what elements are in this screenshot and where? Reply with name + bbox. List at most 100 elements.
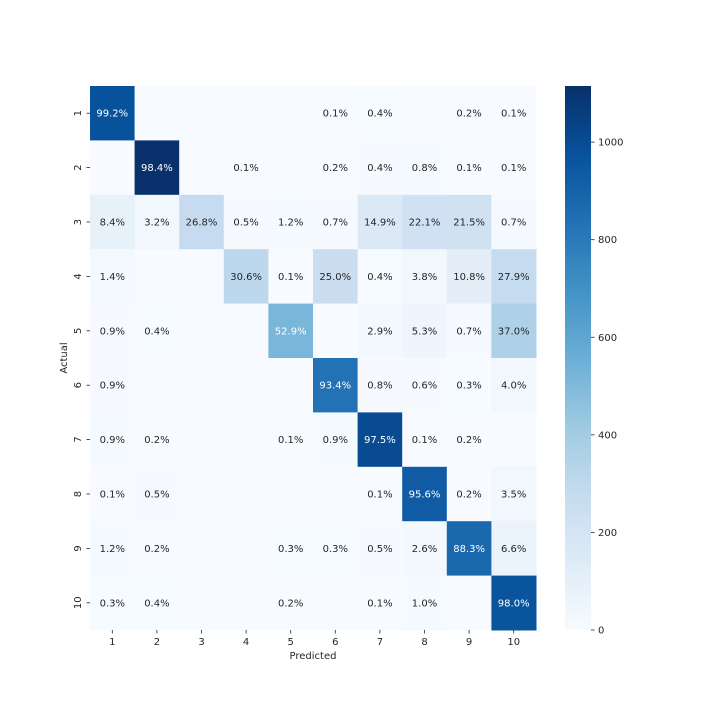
heatmap-cell xyxy=(134,303,180,359)
heatmap-cell xyxy=(179,575,225,631)
heatmap-cell xyxy=(357,521,403,577)
heatmap-grid: 99.2% 0.1% 0.4% 0.2% 0.1% 98.4% 0.1% 0.2% 0.4% 0.… xyxy=(90,86,537,631)
heatmap-cell xyxy=(179,303,225,359)
heatmap-cell xyxy=(402,466,448,522)
heatmap-cell xyxy=(268,303,314,359)
cell-annotation: 10.8% xyxy=(453,272,485,283)
heatmap-cell xyxy=(491,303,537,359)
cell-annotation: 3.2% xyxy=(144,218,169,229)
heatmap-cell xyxy=(491,86,537,141)
heatmap-cell xyxy=(90,575,136,631)
cell-annotation: 93.4% xyxy=(319,381,351,392)
heatmap-cell xyxy=(313,194,359,250)
heatmap-cell xyxy=(223,140,269,196)
cell-annotation: 0.9% xyxy=(100,326,125,337)
cell-annotation: 95.6% xyxy=(409,490,441,501)
cell-annotation: 97.5% xyxy=(364,435,396,446)
cell-annotation: 88.3% xyxy=(453,544,485,555)
y-tick-label: 9 xyxy=(73,545,84,551)
heatmap-cell xyxy=(134,86,180,141)
heatmap-cell xyxy=(313,86,359,141)
cell-annotation: 0.1% xyxy=(278,435,303,446)
y-tick-label: 2 xyxy=(73,164,84,170)
heatmap-cell xyxy=(179,412,225,468)
heatmap-cell xyxy=(90,466,136,522)
cell-annotation: 0.1% xyxy=(367,598,392,609)
cell-annotation: 3.5% xyxy=(501,490,526,501)
heatmap-cell xyxy=(313,249,359,305)
cell-annotation: 0.9% xyxy=(323,435,348,446)
cell-annotation: 0.7% xyxy=(456,326,481,337)
cell-annotation: 2.6% xyxy=(412,544,437,555)
cell-annotation: 0.3% xyxy=(456,381,481,392)
cell-annotation: 3.8% xyxy=(412,272,437,283)
heatmap-cell xyxy=(134,249,180,305)
cell-annotation: 14.9% xyxy=(364,218,396,229)
heatmap-cell xyxy=(357,575,403,631)
x-tick-label: 1 xyxy=(109,637,115,648)
heatmap-cell xyxy=(402,140,448,196)
y-tick-label: 5 xyxy=(73,328,84,334)
heatmap-cell xyxy=(402,358,448,413)
colorbar-tick-label: 0 xyxy=(598,626,604,637)
y-axis-ticks: 1 2 3 4 5 6 7 8 9 10 xyxy=(73,110,90,609)
x-tick-label: 6 xyxy=(332,637,338,648)
cell-annotation: 1.2% xyxy=(100,544,125,555)
heatmap-cell xyxy=(446,249,492,305)
heatmap-cell xyxy=(223,249,269,305)
heatmap-cell xyxy=(491,575,537,631)
heatmap-cell xyxy=(134,140,180,196)
colorbar: 0 200 400 600 800 1000 xyxy=(565,86,623,637)
heatmap-cell xyxy=(90,86,136,141)
cell-annotation: 99.2% xyxy=(96,109,128,120)
cell-annotation: 0.4% xyxy=(367,272,392,283)
heatmap-cell xyxy=(446,303,492,359)
heatmap-cell xyxy=(90,303,136,359)
heatmap-cell xyxy=(491,358,537,413)
heatmap-cell xyxy=(134,521,180,577)
heatmap-cell xyxy=(357,194,403,250)
cell-annotation: 98.0% xyxy=(498,598,530,609)
heatmap-cell xyxy=(402,412,448,468)
cell-annotation: 0.8% xyxy=(367,381,392,392)
heatmap-cell xyxy=(491,466,537,522)
heatmap-cell xyxy=(268,358,314,413)
y-tick-label: 1 xyxy=(73,110,84,116)
y-axis-label: Actual xyxy=(59,342,70,373)
cell-annotation: 6.6% xyxy=(501,544,526,555)
x-tick-label: 10 xyxy=(507,637,520,648)
cell-annotation: 0.5% xyxy=(233,218,258,229)
cell-annotation: 27.9% xyxy=(498,272,530,283)
colorbar-tick-label: 600 xyxy=(598,333,617,344)
x-tick-label: 2 xyxy=(154,637,160,648)
cell-annotation: 0.1% xyxy=(367,490,392,501)
heatmap-cell xyxy=(90,521,136,577)
heatmap-cell xyxy=(446,358,492,413)
cell-annotation: 0.1% xyxy=(233,163,258,174)
cell-annotation: 1.2% xyxy=(278,218,303,229)
heatmap-cell xyxy=(357,303,403,359)
cell-annotation: 30.6% xyxy=(230,272,262,283)
cell-annotation: 0.2% xyxy=(456,109,481,120)
cell-annotation: 25.0% xyxy=(319,272,351,283)
colorbar-tick-label: 800 xyxy=(598,235,617,246)
x-axis-label: Predicted xyxy=(290,651,337,662)
cell-annotation: 0.1% xyxy=(456,163,481,174)
x-tick-label: 7 xyxy=(377,637,383,648)
cell-annotation: 0.1% xyxy=(323,109,348,120)
cell-annotation: 0.9% xyxy=(100,435,125,446)
cell-annotation: 26.8% xyxy=(186,218,218,229)
cell-annotation: 2.9% xyxy=(367,326,392,337)
cell-annotation: 0.1% xyxy=(412,435,437,446)
cell-annotation: 0.7% xyxy=(501,218,526,229)
heatmap-cell xyxy=(402,249,448,305)
heatmap-cell xyxy=(402,86,448,141)
heatmap-cell xyxy=(223,575,269,631)
cell-annotation: 0.5% xyxy=(144,490,169,501)
heatmap-cell xyxy=(223,86,269,141)
colorbar-tick-label: 400 xyxy=(598,430,617,441)
cell-annotation: 0.2% xyxy=(456,490,481,501)
cell-annotation: 0.7% xyxy=(323,218,348,229)
cell-annotation: 5.3% xyxy=(412,326,437,337)
heatmap-cell xyxy=(223,466,269,522)
